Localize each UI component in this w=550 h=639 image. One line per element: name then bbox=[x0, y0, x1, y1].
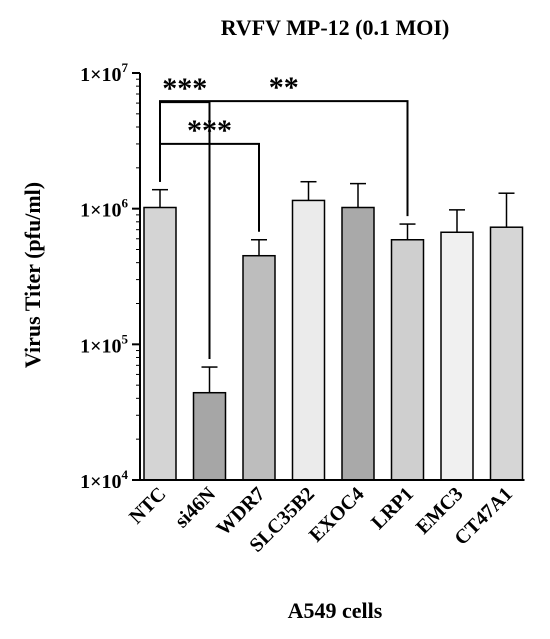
bar bbox=[242, 254, 276, 481]
y-tick-label: 1×106 bbox=[80, 196, 128, 222]
bar bbox=[440, 231, 474, 481]
significance-label: ** bbox=[269, 71, 299, 104]
x-tick-label: EXOC4 bbox=[305, 483, 368, 546]
bar bbox=[489, 226, 524, 481]
significance-label: *** bbox=[187, 114, 232, 147]
y-axis-label: Virus Titer (pfu/ml) bbox=[20, 182, 45, 368]
chart-title: RVFV MP-12 (0.1 MOI) bbox=[221, 15, 450, 40]
y-tick-label: 1×105 bbox=[80, 331, 128, 357]
y-tick-label: 1×107 bbox=[80, 60, 128, 86]
bar bbox=[291, 199, 326, 481]
bar bbox=[390, 239, 425, 481]
x-tick-label: NTC bbox=[125, 483, 170, 528]
x-tick-label: LRP1 bbox=[367, 483, 418, 534]
bar bbox=[341, 206, 375, 481]
y-tick-label: 1×104 bbox=[80, 467, 128, 493]
significance-bracket bbox=[159, 100, 409, 217]
bar bbox=[192, 391, 227, 481]
bar bbox=[143, 206, 177, 481]
significance-label: *** bbox=[162, 72, 207, 105]
x-axis-label: A549 cells bbox=[288, 598, 383, 623]
